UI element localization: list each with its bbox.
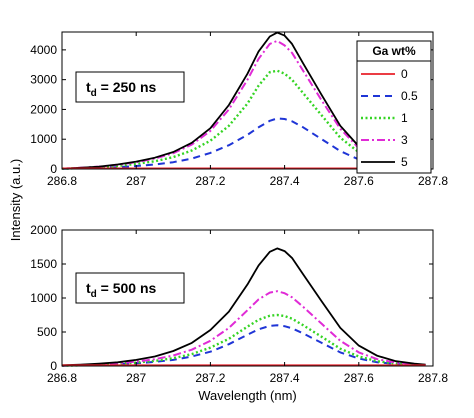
series-line-1 [61, 313, 426, 367]
legend-entry: 0.5 [401, 89, 418, 103]
y-tick-label: 0 [50, 162, 57, 176]
y-tick-label: 4000 [30, 43, 57, 57]
legend-title: Ga wt% [372, 44, 416, 58]
x-tick-label: 287.4 [270, 371, 300, 385]
annotation-box [75, 272, 185, 304]
legend-entry: 3 [401, 133, 408, 147]
legend-entry: 1 [401, 111, 408, 125]
y-tick-label: 500 [37, 325, 57, 339]
series-line-3 [61, 290, 426, 367]
legend-entry: 5 [401, 155, 408, 169]
x-axis-label: Wavelength (nm) [198, 388, 297, 403]
x-tick-label: 287.2 [195, 371, 225, 385]
axes-frame [61, 31, 434, 170]
x-tick-label: 287.6 [344, 174, 374, 188]
panel-1: 286.8 287 287.2 287.4 287.6 287.8010002000300… [30, 31, 448, 188]
y-tick-label: 0 [50, 359, 57, 373]
x-tick-label: 287 [126, 371, 146, 385]
series-line-5 [61, 247, 426, 367]
legend: Ga wt% 0 0.5 1 3 5 [356, 40, 432, 174]
legend-entry: 0 [401, 67, 408, 81]
y-tick-label: 3000 [30, 73, 57, 87]
y-tick-label: 2000 [30, 102, 57, 116]
annotation-text: td = 250 ns [86, 79, 157, 99]
x-tick-label: 287.6 [344, 371, 374, 385]
x-tick-label: 287.8 [418, 371, 448, 385]
y-tick-label: 2000 [30, 223, 57, 237]
legend-box [356, 40, 432, 174]
x-tick-label: 287.4 [270, 174, 300, 188]
series-line-1 [61, 69, 426, 170]
x-tick-label: 286.8 [47, 174, 77, 188]
panel-2: 286.8 287 287.2 287.4 287.6 287.8 0 500 1000 1500… [8, 159, 448, 403]
x-tick-label: 287.2 [195, 174, 225, 188]
y-tick-label: 1000 [30, 291, 57, 305]
annotation-text: td = 500 ns [86, 280, 157, 300]
x-tick-label: 286.8 [47, 371, 77, 385]
y-tick-label: 1500 [30, 257, 57, 271]
series-line-0-5 [61, 324, 426, 367]
y-axis-label: Intensity (a.u.) [8, 159, 23, 241]
y-tick-label: 1000 [30, 132, 57, 146]
annotation-box [75, 71, 185, 103]
x-tick-label: 287.8 [418, 174, 448, 188]
x-tick-label: 287 [126, 174, 146, 188]
